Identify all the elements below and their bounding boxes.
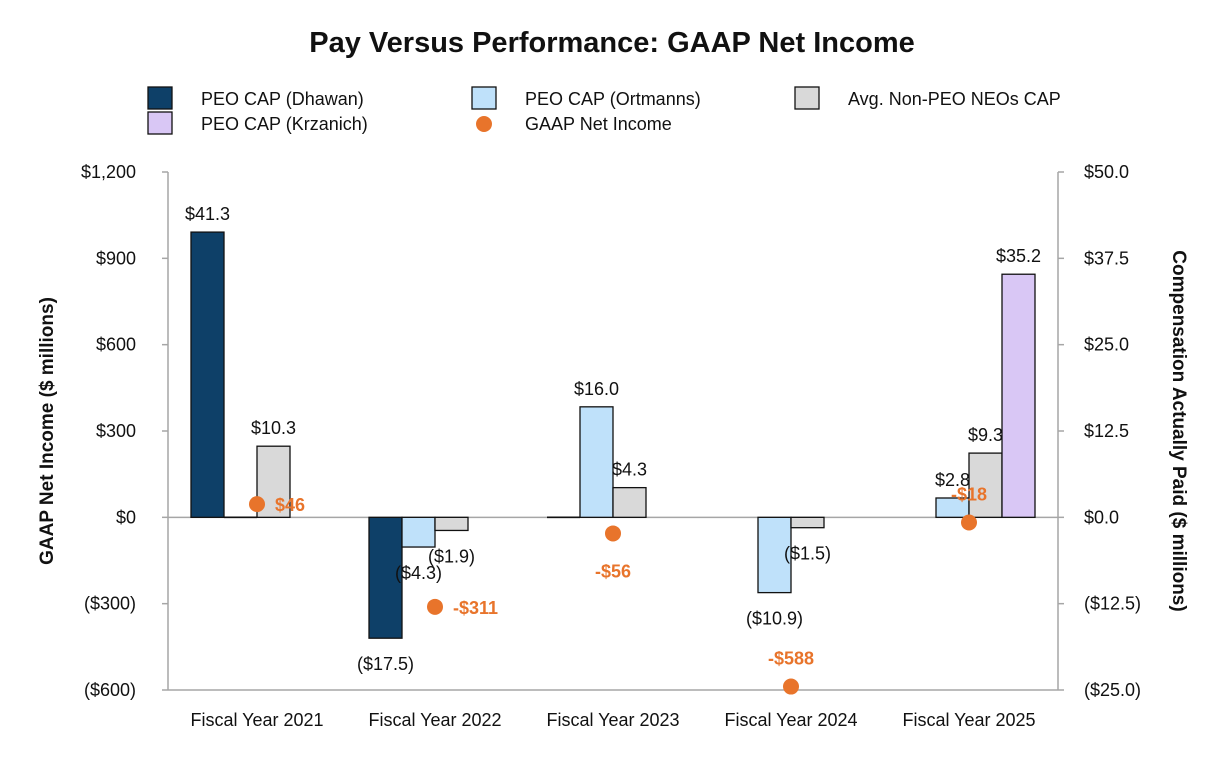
bar-avg-non-peo-neos-cap <box>968 452 1003 518</box>
legend: PEO CAP (Dhawan) PEO CAP (Ortmanns) Avg. N… <box>147 86 1061 135</box>
bar-peo-cap-ortmanns <box>401 516 436 548</box>
right-axis-title: Compensation Actually Paid ($ millions) <box>1168 250 1189 611</box>
bar-avg-non-peo-neos-cap <box>434 516 469 532</box>
left-tick-label: $300 <box>96 421 136 441</box>
legend-swatch-peo-cap-ortmanns <box>471 86 497 110</box>
bar-value-label: ($4.3) <box>395 563 442 583</box>
left-axis-title: GAAP Net Income ($ millions) <box>37 297 58 565</box>
net-income-points <box>249 496 977 695</box>
axes: $1,200 $900 $600 $300 $0 ($300) ($600) $50.0 $37… <box>37 162 1189 730</box>
category-label: Fiscal Year 2023 <box>546 710 679 730</box>
bar-peo-cap-ortmanns <box>757 516 792 594</box>
bar-value-label: ($10.9) <box>746 609 803 629</box>
bar-value-label: $41.3 <box>185 204 230 224</box>
net-income-point <box>961 514 977 531</box>
net-income-point <box>249 496 265 513</box>
left-tick-label: ($300) <box>84 594 136 614</box>
bar-value-label: ($1.9) <box>428 546 475 566</box>
right-tick-label: $37.5 <box>1084 248 1129 268</box>
net-income-label: -$18 <box>951 485 987 505</box>
right-tick-label: $25.0 <box>1084 335 1129 355</box>
net-income-label: $46 <box>275 495 305 515</box>
legend-label-peo-cap-ortmanns: PEO CAP (Ortmanns) <box>525 89 701 109</box>
right-tick-label: $50.0 <box>1084 162 1129 182</box>
bar-peo-cap-krzanich <box>1001 273 1036 518</box>
left-tick-label: $600 <box>96 335 136 355</box>
net-income-point <box>427 598 443 615</box>
right-tick-label: $0.0 <box>1084 507 1119 527</box>
category-label: Fiscal Year 2021 <box>190 710 323 730</box>
bar-value-label: ($17.5) <box>357 654 414 674</box>
net-income-label: -$311 <box>453 598 498 618</box>
left-tick-label: $900 <box>96 248 136 268</box>
net-income-label: -$588 <box>768 649 814 669</box>
category-label: Fiscal Year 2025 <box>902 710 1035 730</box>
data-labels: $41.3 ($17.5) ($4.3) $16.0 ($10.9) $2.8 $10.3 (… <box>185 204 1041 674</box>
chart-title: Pay Versus Performance: GAAP Net Income <box>309 27 915 59</box>
bar-value-label: $4.3 <box>612 460 647 480</box>
bar-value-label: ($1.5) <box>784 544 831 564</box>
legend-label-gaap-net-income: GAAP Net Income <box>525 114 672 134</box>
right-tick-label: ($25.0) <box>1084 680 1141 700</box>
bar-value-label: $2.8 <box>935 470 970 490</box>
bars <box>190 231 1036 639</box>
bar-avg-non-peo-neos-cap <box>790 516 825 529</box>
legend-label-peo-cap-krzanich: PEO CAP (Krzanich) <box>201 114 368 134</box>
legend-swatch-peo-cap-krzanich <box>147 111 173 135</box>
right-tick-label: ($12.5) <box>1084 594 1141 614</box>
legend-swatch-avg-non-peo-neos-cap <box>794 86 820 110</box>
bar-value-label: $35.2 <box>996 246 1041 266</box>
legend-swatch-peo-cap-dhawan <box>147 86 173 110</box>
net-income-label: -$56 <box>595 561 631 581</box>
category-label: Fiscal Year 2024 <box>724 710 857 730</box>
category-label: Fiscal Year 2022 <box>368 710 501 730</box>
bar-value-label: $9.3 <box>968 425 1003 445</box>
net-income-point <box>605 525 621 542</box>
bar-value-label: $16.0 <box>574 379 619 399</box>
net-income-point <box>783 678 799 695</box>
legend-label-avg-non-peo-neos-cap: Avg. Non-PEO NEOs CAP <box>848 89 1061 109</box>
right-tick-label: $12.5 <box>1084 421 1129 441</box>
legend-label-peo-cap-dhawan: PEO CAP (Dhawan) <box>201 89 364 109</box>
left-tick-label: $0 <box>116 507 136 527</box>
legend-swatch-gaap-net-income <box>476 116 492 132</box>
bar-peo-cap-dhawan <box>190 231 225 518</box>
bar-avg-non-peo-neos-cap <box>612 486 647 518</box>
bar-peo-cap-dhawan <box>368 516 403 639</box>
bar-peo-cap-ortmanns <box>579 406 614 518</box>
left-tick-label: ($600) <box>84 680 136 700</box>
left-tick-label: $1,200 <box>81 162 136 182</box>
bar-value-label: $10.3 <box>251 418 296 438</box>
